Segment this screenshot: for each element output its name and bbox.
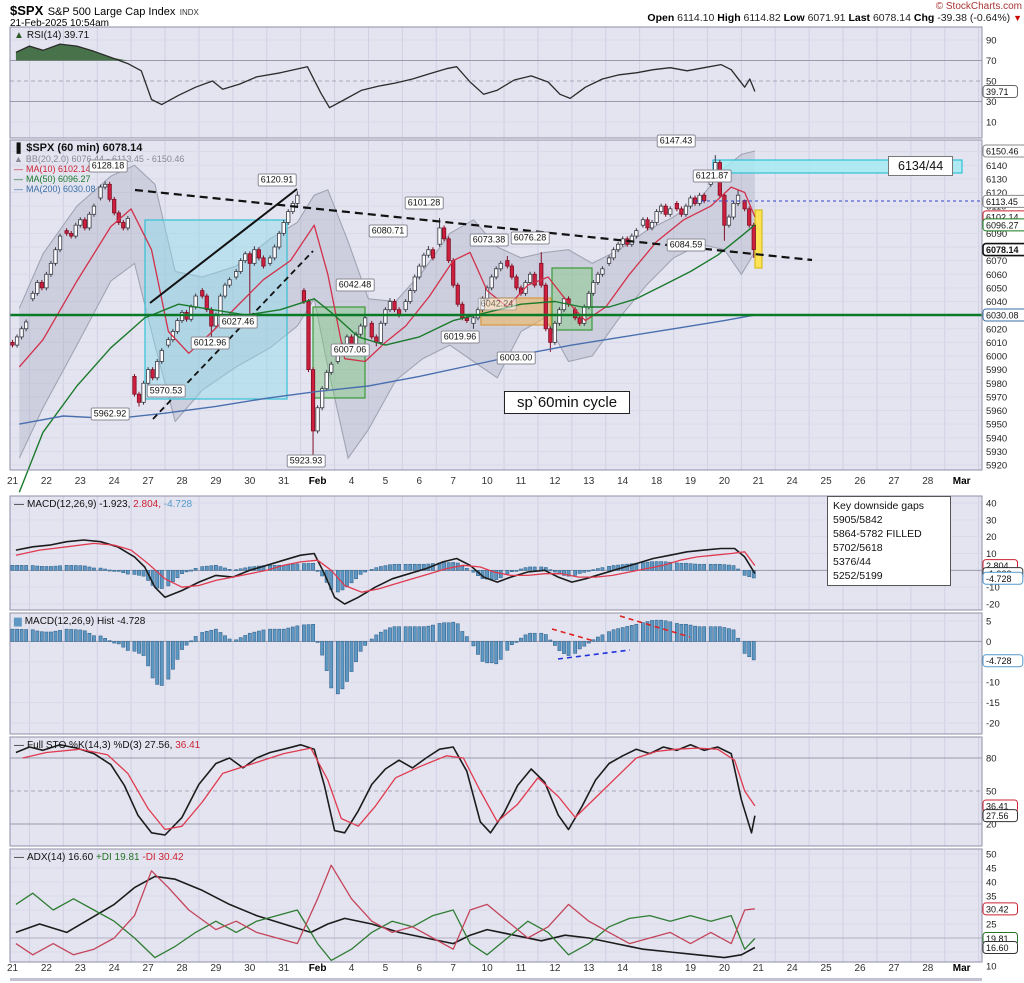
axis-tick: 6040 bbox=[986, 297, 1007, 308]
axis-tick: 5960 bbox=[986, 406, 1007, 417]
axis-tick: 6050 bbox=[986, 283, 1007, 294]
svg-text:19.81: 19.81 bbox=[986, 934, 1009, 944]
axis-tick: 5980 bbox=[986, 379, 1007, 390]
svg-text:27.56: 27.56 bbox=[986, 811, 1009, 821]
axis-bubble bbox=[982, 654, 1024, 668]
axis-tick: 50 bbox=[986, 787, 997, 798]
hist-panel: 5 0 -10 -15 -20 -4.728 bbox=[9, 612, 1024, 735]
axis-tick: 5970 bbox=[986, 392, 1007, 403]
axis-tick: 6060 bbox=[986, 270, 1007, 281]
axis-tick: 6000 bbox=[986, 352, 1007, 363]
axis-tick: -10 bbox=[986, 678, 1000, 689]
axis-bubble bbox=[982, 242, 1024, 257]
axis-tick: -20 bbox=[986, 719, 1000, 730]
axis-tick: 6120 bbox=[986, 188, 1007, 199]
axis-tick: 70 bbox=[986, 56, 997, 67]
axis-tick: 0 bbox=[986, 637, 991, 648]
axis-tick: 40 bbox=[986, 878, 997, 889]
svg-text:6102.14: 6102.14 bbox=[986, 212, 1019, 222]
axis-tick: 50 bbox=[986, 850, 997, 861]
svg-text:6150.46: 6150.46 bbox=[986, 147, 1019, 157]
axis-tick: -20 bbox=[986, 600, 1000, 611]
rsi-panel: 90 70 50 30 10 39.71 bbox=[9, 26, 1018, 139]
axis-tick: -10 bbox=[986, 583, 1000, 594]
axis-tick: 6130 bbox=[986, 174, 1007, 185]
svg-text:39.71: 39.71 bbox=[986, 87, 1009, 97]
axis-bubble bbox=[982, 571, 1024, 585]
axis-tick: 6090 bbox=[986, 229, 1007, 240]
axis-bubble bbox=[982, 902, 1018, 916]
axis-tick: 40 bbox=[986, 499, 997, 510]
axis-tick: 5950 bbox=[986, 420, 1007, 431]
axis-tick: 25 bbox=[986, 920, 997, 931]
axis-tick: -15 bbox=[986, 698, 1000, 709]
axis-bubble bbox=[982, 308, 1024, 322]
axis-tick: 10 bbox=[986, 962, 997, 973]
axis-tick: 20 bbox=[986, 532, 997, 543]
axis-tick: 5920 bbox=[986, 461, 1007, 472]
axis-bubble bbox=[982, 144, 1024, 158]
axis-tick: 10 bbox=[986, 118, 997, 129]
svg-text:-4.728: -4.728 bbox=[986, 656, 1012, 666]
axis-tick: 10 bbox=[986, 549, 997, 560]
svg-text:16.60: 16.60 bbox=[986, 943, 1009, 953]
axis-tick: 45 bbox=[986, 864, 997, 875]
axis-tick: 5 bbox=[986, 617, 991, 628]
axis-bubble bbox=[982, 194, 1024, 208]
axis-tick: 90 bbox=[986, 36, 997, 47]
axis-bubble bbox=[982, 941, 1018, 955]
svg-text:6113.45: 6113.45 bbox=[986, 197, 1018, 207]
svg-text:-4.728: -4.728 bbox=[986, 574, 1012, 584]
axis-tick: 80 bbox=[986, 754, 997, 765]
svg-text:6030.08: 6030.08 bbox=[986, 311, 1019, 321]
svg-text:6096.27: 6096.27 bbox=[986, 220, 1019, 230]
svg-text:30.42: 30.42 bbox=[986, 904, 1009, 914]
svg-text:2.804: 2.804 bbox=[986, 561, 1009, 571]
axis-bubble bbox=[982, 85, 1018, 99]
axis-tick: 30 bbox=[986, 97, 997, 108]
axis-tick: 6010 bbox=[986, 338, 1007, 349]
axis-tick: 30 bbox=[986, 515, 997, 526]
axis-bubble bbox=[982, 809, 1018, 823]
axis-tick: 6070 bbox=[986, 256, 1007, 267]
axis-tick: 5990 bbox=[986, 365, 1007, 376]
axis-tick: 20 bbox=[986, 820, 997, 831]
price-panel: 6140613061206110609060706060605060406020… bbox=[9, 139, 1024, 493]
axis-tick: 6020 bbox=[986, 324, 1007, 335]
axis-tick: 35 bbox=[986, 892, 997, 903]
axis-bubble bbox=[982, 218, 1024, 232]
axis-tick: 50 bbox=[986, 77, 997, 88]
svg-text:6078.14: 6078.14 bbox=[986, 245, 1019, 255]
svg-text:36.41: 36.41 bbox=[986, 801, 1009, 811]
axis-tick: 6140 bbox=[986, 161, 1007, 172]
axis-tick: 5940 bbox=[986, 433, 1007, 444]
axis-tick: 5930 bbox=[986, 447, 1007, 458]
